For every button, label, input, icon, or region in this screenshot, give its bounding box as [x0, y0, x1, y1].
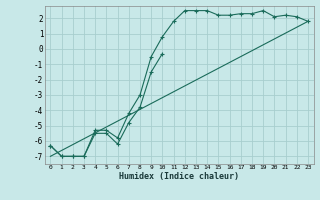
X-axis label: Humidex (Indice chaleur): Humidex (Indice chaleur): [119, 172, 239, 181]
